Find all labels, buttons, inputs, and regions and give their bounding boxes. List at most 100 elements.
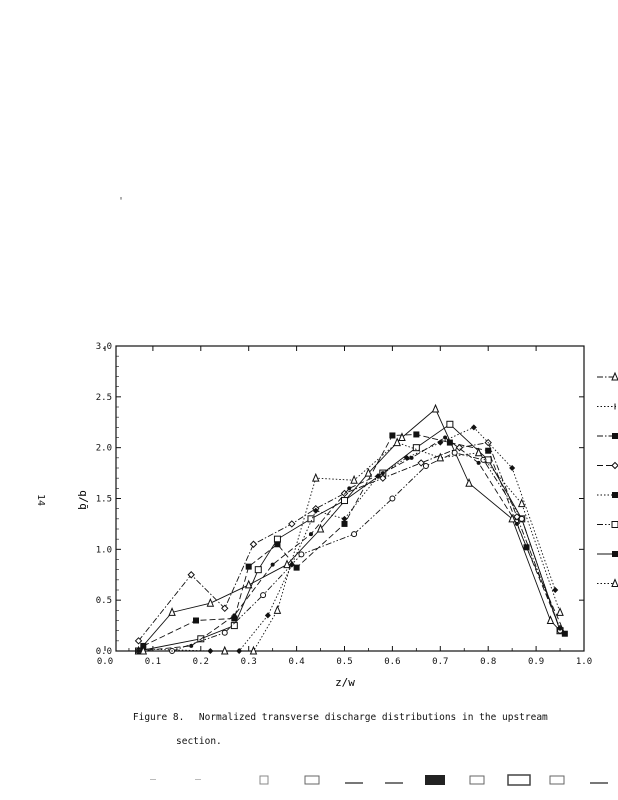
- x-tick-label: 0.8: [480, 657, 496, 667]
- caption-label: Figure 8.: [132, 712, 185, 723]
- series-7: [136, 435, 563, 653]
- series-5: [140, 424, 559, 654]
- x-tick-label: 0.7: [432, 657, 448, 667]
- point-marker: [308, 532, 313, 537]
- series-line: [138, 423, 561, 652]
- point-marker: [193, 617, 200, 624]
- point-marker: [612, 433, 618, 439]
- point-marker: [380, 471, 385, 476]
- point-marker: [232, 613, 237, 618]
- point-marker: [298, 551, 305, 558]
- point-marker: [558, 626, 563, 631]
- point-marker: [288, 520, 296, 528]
- point-marker: [431, 403, 440, 413]
- point-marker: [312, 507, 319, 514]
- series-line: [138, 436, 561, 652]
- point-marker: [350, 474, 358, 484]
- point-marker: [379, 474, 387, 482]
- legend-entry-8: [597, 578, 618, 587]
- chart-legend: [597, 371, 618, 587]
- series-2: [135, 420, 564, 655]
- x-tick-label: 0.2: [193, 657, 209, 667]
- caption-line-1: Normalized transverse discharge distribu…: [198, 712, 548, 723]
- x-tick-label: 1.0: [576, 657, 592, 667]
- point-marker: [351, 531, 358, 538]
- plot-frame: [115, 345, 585, 652]
- point-marker: [413, 431, 420, 438]
- point-marker: [612, 492, 618, 498]
- point-marker: [417, 459, 425, 467]
- point-marker: [249, 540, 258, 548]
- point-marker: [189, 643, 194, 648]
- point-marker: [546, 615, 555, 624]
- point-marker: [422, 462, 429, 469]
- point-marker: [341, 497, 348, 505]
- x-tick-label: 0.5: [336, 657, 352, 667]
- series-8: [139, 437, 564, 655]
- y-tick-label: 3.0: [96, 342, 112, 352]
- legend-entry-3: [597, 433, 618, 439]
- y-tick-label: 2.5: [96, 393, 112, 403]
- legend-entry-7: [597, 551, 618, 557]
- point-marker: [293, 564, 300, 571]
- x-tick-label: 0.9: [528, 657, 544, 667]
- point-marker: [508, 513, 516, 523]
- point-marker: [260, 592, 267, 599]
- y-tick-label: 0.0: [96, 647, 112, 657]
- point-marker: [283, 559, 291, 569]
- point-marker: [364, 467, 373, 477]
- point-marker: [474, 447, 483, 457]
- x-tick-label: 0.6: [384, 657, 400, 667]
- point-marker: [517, 498, 526, 508]
- y-tick-label: 2.0: [96, 444, 112, 454]
- point-marker: [274, 541, 281, 548]
- series-line: [138, 408, 561, 652]
- series-1: [134, 403, 564, 655]
- point-marker: [518, 515, 525, 522]
- y-tick-label: 1.0: [96, 545, 112, 555]
- point-marker: [270, 562, 275, 567]
- legend-entry-2: [597, 403, 616, 410]
- point-marker: [485, 447, 492, 454]
- point-marker: [316, 523, 325, 533]
- point-marker: [612, 551, 618, 557]
- point-marker: [611, 578, 618, 587]
- x-tick-label: 0.1: [145, 657, 161, 667]
- scan-artifact-strip: [150, 774, 608, 786]
- y-tick-label: 0.5: [96, 596, 112, 606]
- point-marker: [412, 444, 420, 452]
- legend-entry-6: [597, 521, 618, 528]
- series-line: [143, 426, 556, 652]
- caption-line-2: section.: [176, 736, 222, 747]
- point-marker: [341, 515, 348, 522]
- legend-entry-5: [597, 492, 618, 498]
- chart-axes: 0.0 0.1 0.2 0.3 0.4 0.5 0.6 0.7 0.8 0.9 1.0 0.0 0.5 1…: [96, 342, 592, 667]
- point-marker: [341, 520, 348, 527]
- point-marker: [187, 571, 195, 579]
- point-marker: [347, 486, 352, 491]
- point-marker: [561, 630, 568, 637]
- series-line: [143, 433, 566, 647]
- point-marker: [451, 449, 458, 456]
- point-marker: [552, 587, 559, 593]
- point-marker: [273, 605, 282, 614]
- point-marker: [398, 432, 406, 441]
- discharge-chart: 0.0 0.1 0.2 0.3 0.4 0.5 0.6 0.7 0.8 0.9 1.0 0.0 0.5 1…: [77, 342, 618, 689]
- point-marker: [206, 597, 215, 607]
- legend-entry-4: [597, 461, 618, 470]
- point-marker: [389, 432, 396, 439]
- point-marker: [513, 513, 521, 521]
- figure-caption: Figure 8. Normalized transverse discharge…: [110, 700, 570, 772]
- y-tick-label: 1.5: [96, 495, 112, 505]
- point-marker: [264, 612, 271, 619]
- point-marker: [436, 452, 445, 462]
- point-marker: [514, 521, 519, 526]
- legend-entry-1: [597, 371, 618, 381]
- point-marker: [221, 604, 229, 613]
- point-marker: [312, 472, 320, 482]
- point-marker: [168, 607, 176, 616]
- point-marker: [136, 649, 141, 653]
- point-marker: [611, 371, 618, 381]
- point-marker: [244, 579, 253, 589]
